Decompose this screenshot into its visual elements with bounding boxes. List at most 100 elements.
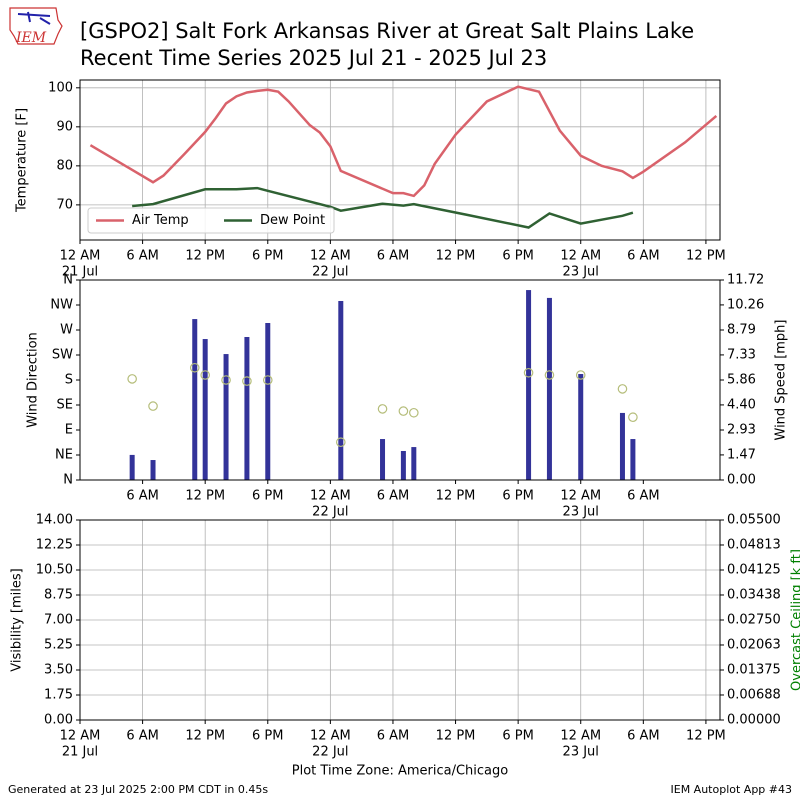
y-tick-label: N xyxy=(63,473,73,488)
x-tick-label: 6 PM xyxy=(502,249,533,264)
y-tick-label: 10.50 xyxy=(36,563,73,578)
y-tick-label: 90 xyxy=(56,119,73,134)
y2-axis-label: Wind Speed [mph] xyxy=(774,320,789,441)
plot-frame xyxy=(79,279,721,481)
footer-left: Generated at 23 Jul 2025 2:00 PM CDT in … xyxy=(8,783,268,796)
x-tick-label: 12 AM xyxy=(310,249,351,264)
x-tick-label: 6 PM xyxy=(252,729,283,744)
legend-label: Dew Point xyxy=(260,213,325,228)
x-tick-label: 12 PM xyxy=(185,489,225,504)
bar xyxy=(546,297,552,480)
y-tick-label: N xyxy=(63,273,73,288)
y-tick-label: 14.00 xyxy=(36,513,73,528)
direction-marker xyxy=(127,374,137,384)
x-tick-date: 22 Jul xyxy=(312,265,348,280)
x-tick-label: 12 AM xyxy=(560,489,601,504)
y2-tick-label: 0.00688 xyxy=(727,687,781,702)
x-tick-label: 6 PM xyxy=(502,489,533,504)
x-tick-label: 12 AM xyxy=(560,249,601,264)
x-tick-label: 6 AM xyxy=(126,489,159,504)
y-tick-label: W xyxy=(60,323,73,338)
y2-tick-label: 0.00 xyxy=(727,473,756,488)
y-tick-label: NE xyxy=(55,448,73,463)
x-tick-label: 12 PM xyxy=(185,729,225,744)
y2-tick-label: 0.02750 xyxy=(727,613,781,628)
direction-marker xyxy=(575,370,586,380)
direction-marker xyxy=(221,375,231,385)
y-tick-label: 1.75 xyxy=(44,688,73,703)
bar xyxy=(223,354,229,480)
bar xyxy=(578,374,584,480)
x-tick-label: 12 AM xyxy=(60,729,101,744)
legend-label: Air Temp xyxy=(132,213,189,228)
bar xyxy=(338,300,344,480)
y-tick-label: S xyxy=(65,373,73,388)
direction-marker xyxy=(148,401,158,411)
x-tick-label: 6 AM xyxy=(377,729,410,744)
bar xyxy=(411,447,417,480)
bar xyxy=(150,460,156,480)
y-tick-label: E xyxy=(65,423,73,438)
title-line-1: [GSPO2] Salt Fork Arkansas River at Grea… xyxy=(80,19,694,43)
bar xyxy=(400,450,406,480)
logo: IEM xyxy=(9,7,63,46)
y2-tick-label: 0.05500 xyxy=(727,513,781,528)
y2-tick-label: 0.01375 xyxy=(727,663,781,678)
bar xyxy=(202,339,208,480)
y-axis-label: Visibility [miles] xyxy=(10,568,25,671)
direction-marker xyxy=(398,406,409,416)
x-tick-label: 6 AM xyxy=(627,489,660,504)
x-tick-date: 23 Jul xyxy=(563,505,599,520)
y-tick-label: 7.00 xyxy=(44,613,73,628)
x-tick-label: 6 AM xyxy=(377,489,410,504)
x-tick-label: 6 AM xyxy=(126,249,159,264)
footer-right: IEM Autoplot App #43 xyxy=(671,783,793,796)
y-tick-label: SE xyxy=(57,398,73,413)
y2-axis-label: Overcast Ceiling [k ft] xyxy=(790,549,800,691)
x-tick-label: 6 AM xyxy=(126,729,159,744)
y-tick-label: 100 xyxy=(48,80,73,95)
x-tick-label: 12 PM xyxy=(686,249,726,264)
y-axis-label: Wind Direction xyxy=(26,332,41,428)
y2-tick-label: 0.02063 xyxy=(727,637,781,652)
x-tick-label: 6 AM xyxy=(377,249,410,264)
x-tick-date: 22 Jul xyxy=(312,505,348,520)
bar xyxy=(619,412,625,480)
line-series xyxy=(89,85,718,198)
bar xyxy=(265,323,271,480)
x-axis-label: Plot Time Zone: America/Chicago xyxy=(292,764,508,779)
y-tick-label: SW xyxy=(52,348,73,363)
direction-marker xyxy=(335,437,346,448)
y2-tick-label: 11.72 xyxy=(727,273,764,288)
bar xyxy=(380,439,386,480)
direction-marker xyxy=(200,370,210,380)
y2-tick-label: 0.00000 xyxy=(727,713,781,728)
x-tick-date: 21 Jul xyxy=(62,265,98,280)
x-tick-label: 6 PM xyxy=(252,489,283,504)
direction-marker xyxy=(544,370,555,380)
plot-frame xyxy=(79,79,721,241)
x-tick-label: 6 AM xyxy=(627,249,660,264)
bar xyxy=(526,290,532,480)
direction-marker xyxy=(409,407,419,418)
y2-tick-label: 5.86 xyxy=(727,373,756,388)
x-tick-date: 22 Jul xyxy=(312,745,348,760)
bar xyxy=(630,439,636,480)
x-tick-label: 6 PM xyxy=(252,249,283,264)
direction-marker xyxy=(523,367,534,378)
y-tick-label: 80 xyxy=(56,158,73,173)
x-tick-date: 23 Jul xyxy=(563,265,599,280)
x-tick-label: 12 AM xyxy=(560,729,601,744)
y2-tick-label: 4.40 xyxy=(727,397,756,412)
y2-tick-label: 10.26 xyxy=(727,297,764,312)
y2-tick-label: 1.47 xyxy=(727,447,756,462)
plot-frame xyxy=(79,519,721,721)
y2-tick-label: 0.03438 xyxy=(727,587,781,602)
y-tick-label: 70 xyxy=(56,197,73,212)
y2-tick-label: 2.93 xyxy=(727,423,756,438)
x-tick-date: 23 Jul xyxy=(563,745,599,760)
y-tick-label: 8.75 xyxy=(44,588,73,603)
y2-tick-label: 0.04125 xyxy=(727,563,781,578)
x-tick-label: 6 PM xyxy=(502,729,533,744)
